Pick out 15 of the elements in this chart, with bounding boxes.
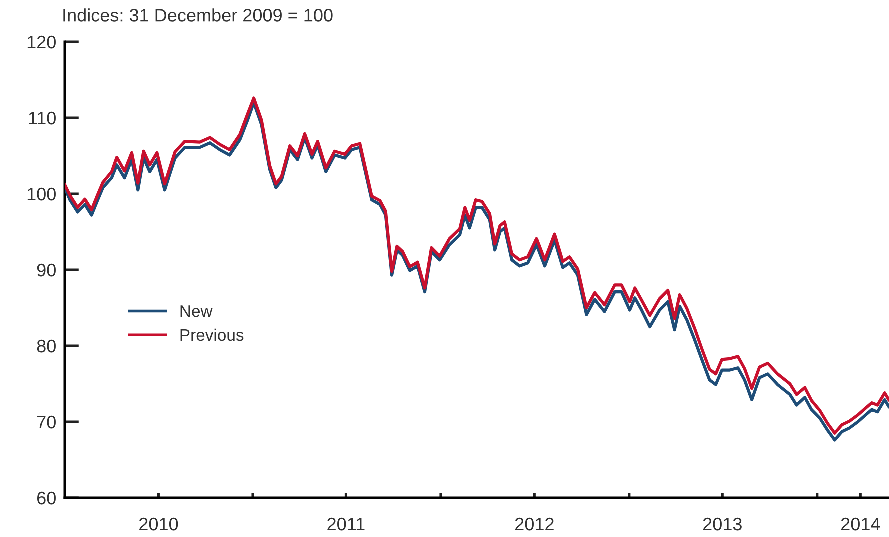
x-tick-label: 2012: [516, 518, 554, 531]
y-tick-label: 70: [38, 416, 56, 429]
y-tick-label: 110: [29, 112, 56, 125]
y-tick-label: 100: [28, 188, 56, 201]
y-tick-label: 90: [37, 264, 56, 277]
y-axis-title: Indices: 31 December 2009 = 100: [64, 8, 333, 22]
legend-label: Previous: [180, 328, 244, 342]
x-tick-label: 2014: [842, 518, 880, 531]
x-tick-label: 2013: [703, 518, 742, 531]
legend-label: New: [180, 306, 213, 318]
y-tick-label: 80: [37, 340, 56, 353]
x-tick-label: 2010: [140, 518, 178, 531]
y-tick-label: 60: [38, 492, 56, 505]
y-tick-label: 120: [28, 36, 56, 49]
x-tick-label: 2011: [328, 518, 365, 531]
